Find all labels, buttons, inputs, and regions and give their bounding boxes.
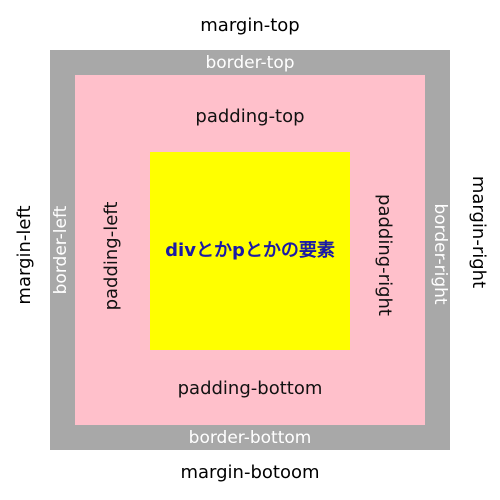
border-left-label: border-left xyxy=(51,205,71,295)
padding-right-label: padding-right xyxy=(374,194,395,316)
border-right-label: border-right xyxy=(430,203,450,305)
content-label: divとかpとかの要素 xyxy=(165,240,335,261)
padding-bottom-label: padding-bottom xyxy=(177,378,323,399)
content-area: divとかpとかの要素 xyxy=(150,152,350,350)
border-top-label: border-top xyxy=(205,53,295,73)
margin-bottom-label: margin-botoom xyxy=(180,462,320,483)
border-bottom-label: border-bottom xyxy=(188,428,312,448)
padding-top-label: padding-top xyxy=(195,106,305,127)
margin-top-label: margin-top xyxy=(200,15,300,36)
padding-left-label: padding-left xyxy=(101,201,122,311)
margin-left-label: margin-left xyxy=(14,205,35,305)
margin-right-label: margin-right xyxy=(468,175,489,289)
